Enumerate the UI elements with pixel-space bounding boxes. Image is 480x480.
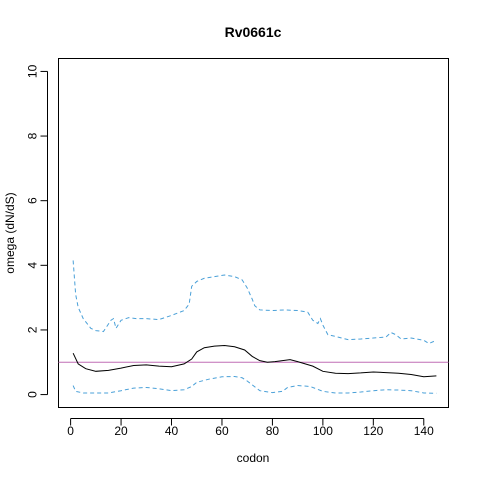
y-tick-label: 4 bbox=[26, 262, 40, 269]
y-tick-label: 2 bbox=[26, 326, 40, 333]
x-tick-label: 120 bbox=[363, 424, 383, 438]
y-tick-label: 10 bbox=[26, 64, 40, 78]
x-axis-label: codon bbox=[237, 451, 270, 465]
chart-title: Rv0661c bbox=[225, 24, 282, 40]
y-axis: 0 2 4 6 8 10 bbox=[26, 64, 48, 398]
series-line-0 bbox=[72, 344, 437, 378]
y-axis-label: omega (dN/dS) bbox=[3, 192, 17, 273]
x-tick-label: 140 bbox=[414, 424, 434, 438]
y-tick-label: 8 bbox=[26, 132, 40, 139]
series-line-2 bbox=[72, 375, 437, 394]
y-tick-label: 0 bbox=[26, 391, 40, 398]
plot-frame bbox=[58, 58, 449, 408]
series-line-1 bbox=[72, 260, 437, 345]
y-tick-label: 6 bbox=[26, 197, 40, 204]
x-tick-label: 0 bbox=[67, 424, 74, 438]
x-tick-label: 40 bbox=[165, 424, 179, 438]
x-tick-label: 80 bbox=[266, 424, 280, 438]
series-layer bbox=[72, 260, 437, 394]
x-tick-label: 100 bbox=[313, 424, 333, 438]
x-tick-label: 20 bbox=[114, 424, 128, 438]
x-axis: 0 20 40 60 80 100 120 140 bbox=[67, 418, 434, 438]
x-tick-label: 60 bbox=[215, 424, 229, 438]
